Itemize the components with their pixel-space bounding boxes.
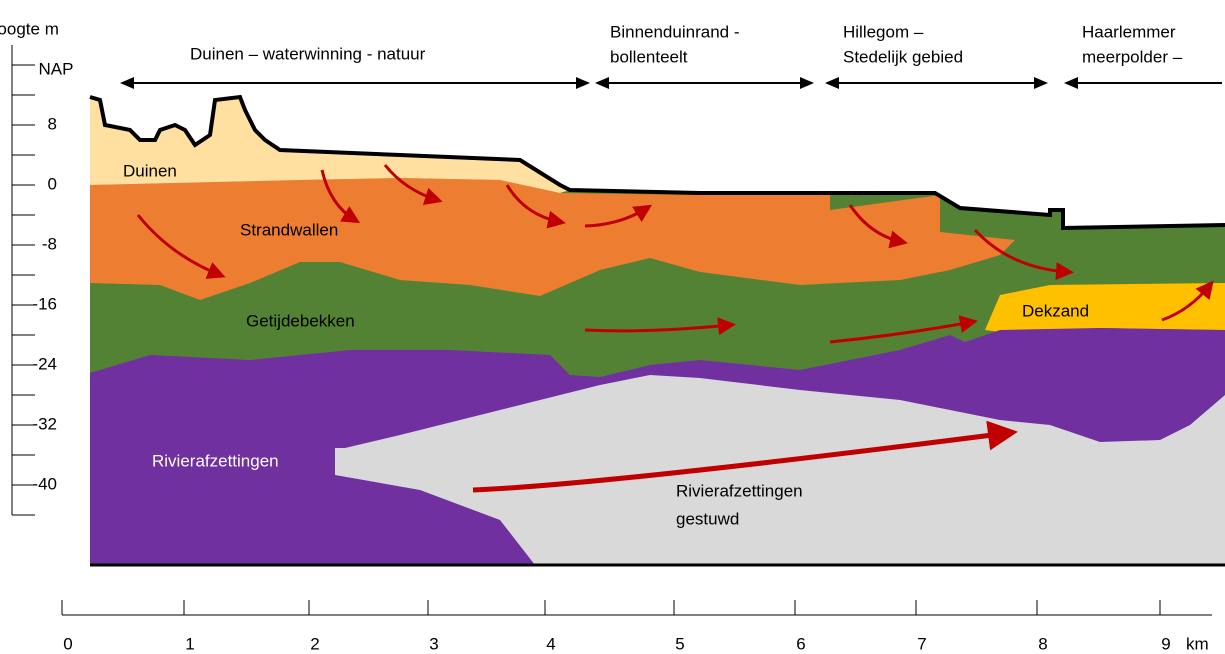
zone-label: Duinen – waterwinning - natuur <box>190 44 426 63</box>
zone-label: bollenteelt <box>610 47 688 66</box>
zone-label: Hillegom – <box>843 22 924 41</box>
zone-label: Haarlemmer <box>1082 22 1176 41</box>
layer-label: Dekzand <box>1022 301 1089 320</box>
x-tick-label: 5 <box>675 634 684 653</box>
y-axis-title: Hoogte m <box>0 19 59 38</box>
x-axis-unit: km <box>1186 634 1209 653</box>
zone-label: Stedelijk gebied <box>843 47 963 66</box>
x-tick-label: 6 <box>796 634 805 653</box>
x-tick-label: 2 <box>310 634 319 653</box>
y-tick-label: -8 <box>42 234 57 253</box>
x-tick-label: 7 <box>917 634 926 653</box>
y-tick-label: -24 <box>32 354 57 373</box>
y-tick-label: -32 <box>32 414 57 433</box>
x-tick-label: 1 <box>185 634 194 653</box>
layer-label: gestuwd <box>676 509 739 528</box>
x-tick-label: 8 <box>1038 634 1047 653</box>
layer-label: Rivierafzettingen <box>676 481 803 500</box>
x-tick-label: 0 <box>63 634 72 653</box>
y-tick-label: 8 <box>48 114 57 133</box>
y-tick-label: -40 <box>32 474 57 493</box>
layer-label: Getijdebekken <box>246 311 355 330</box>
x-tick-label: 3 <box>429 634 438 653</box>
zone-label: meerpolder – <box>1082 47 1183 66</box>
layer-label: Duinen <box>123 161 177 180</box>
cross-section: Hoogte m NAP 8 0 -8 -16 -24 -32 -40 0 1 2 3 4 5 6 7 8 9 km D… <box>0 0 1225 654</box>
layer-label: Rivierafzettingen <box>152 451 279 470</box>
y-axis-title: NAP <box>39 59 74 78</box>
y-tick-label: -16 <box>32 294 57 313</box>
zone-label: Binnenduinrand - <box>610 22 739 41</box>
layer-label: Strandwallen <box>240 220 338 239</box>
x-tick-label: 9 <box>1161 634 1170 653</box>
y-tick-label: 0 <box>48 174 57 193</box>
x-tick-label: 4 <box>546 634 555 653</box>
